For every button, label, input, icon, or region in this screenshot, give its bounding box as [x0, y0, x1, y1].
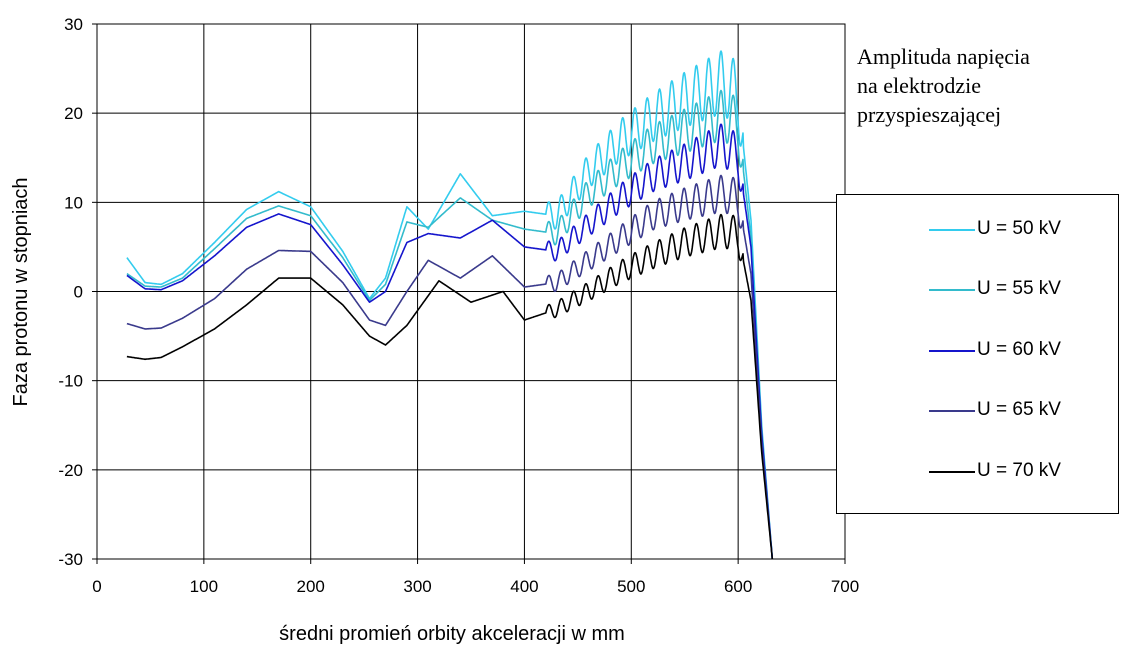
- x-tick-label: 600: [724, 577, 752, 596]
- x-tick-label: 200: [297, 577, 325, 596]
- y-tick-label: 0: [74, 283, 83, 302]
- y-axis-title: Faza protonu w stopniach: [10, 177, 32, 406]
- legend-item: U = 50 kV: [837, 215, 1118, 245]
- y-tick-label: 10: [64, 193, 83, 212]
- legend-swatch: [929, 410, 975, 412]
- series-line: [126, 123, 774, 560]
- legend-label: U = 55 kV: [977, 278, 1061, 299]
- y-tick-label: 20: [64, 104, 83, 123]
- series-line: [126, 174, 774, 560]
- legend-swatch: [929, 350, 975, 352]
- legend-swatch: [929, 289, 975, 291]
- x-tick-label: 300: [403, 577, 431, 596]
- legend-label: U = 65 kV: [977, 399, 1061, 420]
- x-axis-title: średni promień orbity akceleracji w mm: [279, 623, 625, 645]
- legend-annotation: Amplituda napięcia na elektrodzie przysp…: [857, 42, 1127, 129]
- legend: U = 50 kV U = 55 kV U = 60 kV U = 65 kV …: [836, 194, 1119, 514]
- series-line: [126, 50, 774, 560]
- x-tick-label: 100: [190, 577, 218, 596]
- x-tick-label: 400: [510, 577, 538, 596]
- series-line: [126, 89, 774, 560]
- legend-item: U = 55 kV: [837, 275, 1118, 305]
- legend-swatch: [929, 471, 975, 473]
- legend-item: U = 65 kV: [837, 396, 1118, 426]
- legend-swatch: [929, 229, 975, 231]
- y-tick-label: -30: [58, 550, 83, 569]
- series-lines: [126, 50, 774, 560]
- legend-item: U = 70 kV: [837, 457, 1118, 487]
- x-tick-label: 700: [831, 577, 859, 596]
- series-line: [126, 213, 774, 560]
- annotation-line: Amplituda napięcia: [857, 44, 1030, 69]
- y-tick-label: 30: [64, 15, 83, 34]
- x-tick-label: 0: [92, 577, 101, 596]
- legend-label: U = 60 kV: [977, 339, 1061, 360]
- y-tick-label: -20: [58, 461, 83, 480]
- annotation-line: przyspieszającej: [857, 102, 1002, 127]
- legend-label: U = 70 kV: [977, 460, 1061, 481]
- legend-label: U = 50 kV: [977, 218, 1061, 239]
- x-tick-label: 500: [617, 577, 645, 596]
- annotation-line: na elektrodzie: [857, 73, 981, 98]
- y-tick-label: -10: [58, 372, 83, 391]
- legend-item: U = 60 kV: [837, 336, 1118, 366]
